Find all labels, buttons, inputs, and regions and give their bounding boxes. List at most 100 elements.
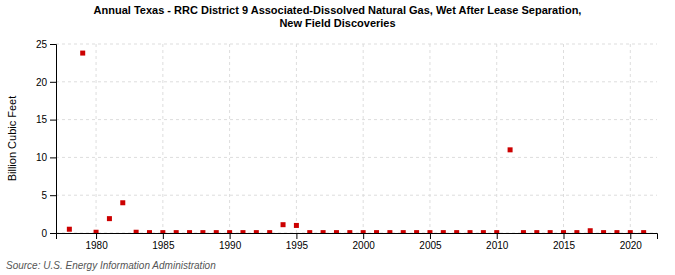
tick-mark bbox=[630, 233, 631, 239]
axis-line bbox=[57, 234, 658, 240]
point bbox=[240, 230, 245, 233]
title: Annual Texas - RRC District 9 Associated… bbox=[94, 4, 582, 29]
tick-label: 2000 bbox=[353, 240, 376, 251]
point bbox=[200, 230, 205, 233]
tick-label: 1995 bbox=[286, 240, 309, 251]
tick: 25 bbox=[36, 39, 56, 50]
grid-line bbox=[563, 44, 564, 233]
grid-line bbox=[296, 44, 297, 233]
tick-label: 1985 bbox=[152, 240, 175, 251]
tick-label: 2010 bbox=[486, 240, 509, 251]
point bbox=[67, 227, 72, 232]
grid-line bbox=[56, 44, 657, 45]
point bbox=[120, 200, 125, 205]
point bbox=[307, 230, 312, 233]
tick-mark bbox=[50, 82, 56, 83]
point bbox=[574, 230, 579, 233]
tick-mark bbox=[230, 233, 231, 239]
tick: 2020 bbox=[620, 233, 643, 251]
tick-mark bbox=[564, 233, 565, 239]
tick-mark bbox=[50, 233, 56, 234]
x-grid bbox=[96, 44, 630, 233]
point bbox=[601, 230, 606, 233]
tick: 10 bbox=[36, 152, 56, 163]
tick-mark bbox=[50, 44, 56, 45]
point bbox=[401, 230, 406, 233]
tick-mark bbox=[296, 233, 297, 239]
tick: 20 bbox=[36, 77, 56, 88]
point bbox=[134, 230, 139, 233]
tick-mark bbox=[50, 157, 56, 158]
tick: 1985 bbox=[152, 233, 175, 251]
tick-label: 5 bbox=[41, 190, 47, 201]
plot-area: 1980 1985 1990 1995 2000 2005 2010 2015 2020 0 5 10… bbox=[36, 39, 658, 251]
tick-label: 2020 bbox=[620, 240, 643, 251]
tick-mark bbox=[497, 233, 498, 239]
point bbox=[628, 230, 633, 233]
tick-label: 0 bbox=[41, 228, 47, 239]
grid-line bbox=[630, 44, 631, 233]
grid-line bbox=[96, 44, 97, 233]
tick-label: 2015 bbox=[553, 240, 576, 251]
tick: 1995 bbox=[286, 233, 309, 251]
tick-label: 25 bbox=[36, 39, 48, 50]
point bbox=[534, 230, 539, 233]
point bbox=[481, 230, 486, 233]
grid-line bbox=[363, 44, 364, 233]
tick: 1980 bbox=[85, 233, 108, 251]
point bbox=[614, 230, 619, 233]
point bbox=[548, 230, 553, 233]
point bbox=[254, 230, 259, 233]
point bbox=[508, 147, 513, 152]
point bbox=[387, 230, 392, 233]
tick-mark bbox=[50, 195, 56, 196]
x-axis: 1980 1985 1990 1995 2000 2005 2010 2015 2020 bbox=[57, 233, 658, 251]
point bbox=[641, 230, 646, 233]
point bbox=[374, 230, 379, 233]
tick-mark bbox=[430, 233, 431, 239]
tick: 2010 bbox=[486, 233, 509, 251]
tick: 2015 bbox=[553, 233, 576, 251]
point bbox=[521, 230, 526, 233]
tick-mark bbox=[363, 233, 364, 239]
point bbox=[561, 230, 566, 233]
point bbox=[588, 228, 593, 233]
point bbox=[454, 230, 459, 233]
grid-line bbox=[496, 44, 497, 233]
y-grid bbox=[56, 44, 657, 233]
point bbox=[441, 230, 446, 233]
grid-line bbox=[56, 157, 657, 158]
point bbox=[347, 230, 352, 233]
grid-line bbox=[56, 119, 657, 120]
point bbox=[80, 51, 85, 56]
point bbox=[468, 230, 473, 233]
tick: 2000 bbox=[353, 233, 376, 251]
point bbox=[361, 230, 366, 233]
tick-label: 2005 bbox=[419, 240, 442, 251]
point bbox=[427, 230, 432, 233]
point bbox=[334, 230, 339, 233]
point bbox=[227, 230, 232, 233]
y-axis: 0510152025 bbox=[36, 39, 57, 239]
point bbox=[414, 230, 419, 233]
point bbox=[281, 222, 286, 227]
point bbox=[294, 223, 299, 228]
source: Source: U.S. Energy Information Administ… bbox=[6, 260, 216, 271]
point bbox=[494, 230, 499, 233]
grid-line bbox=[56, 81, 657, 82]
point bbox=[94, 230, 99, 233]
tick-label: 1980 bbox=[85, 240, 108, 251]
grid-line bbox=[56, 195, 657, 196]
tick: 1990 bbox=[219, 233, 242, 251]
point bbox=[214, 230, 219, 233]
tick: 2005 bbox=[419, 233, 442, 251]
point bbox=[107, 216, 112, 221]
point bbox=[321, 230, 326, 233]
tick-mark bbox=[96, 233, 97, 239]
tick: 5 bbox=[41, 190, 56, 201]
grid-line bbox=[162, 44, 163, 233]
axis-line bbox=[50, 45, 57, 234]
y-axis-label: Billion Cubic Feet bbox=[6, 96, 18, 182]
tick-mark bbox=[50, 120, 56, 121]
point bbox=[187, 230, 192, 233]
